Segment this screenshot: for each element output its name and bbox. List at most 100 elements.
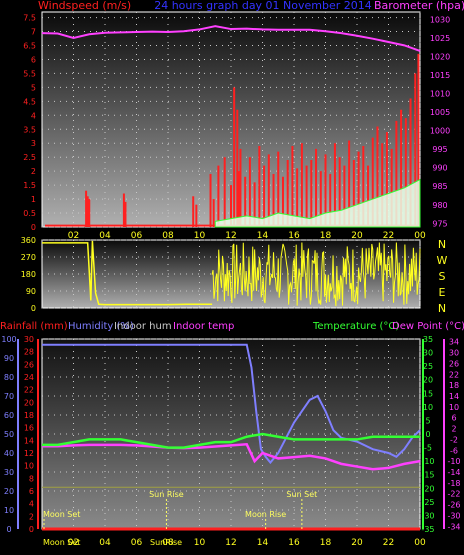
hum-tick-label: 0: [6, 525, 11, 534]
temp-tick-label: 0: [425, 430, 430, 439]
temp-tick-label: -15: [421, 471, 434, 480]
baro-tick-label: 1015: [430, 71, 450, 80]
wind-tick-label: 0.5: [23, 209, 36, 218]
x-tick-label: 02: [68, 231, 79, 241]
bottom-moon-set: Moon Set: [43, 538, 80, 547]
wind-direction-line: [211, 242, 421, 307]
dew-tick-label: 30: [449, 349, 459, 358]
hum-tick-label: 100: [1, 335, 16, 344]
lower-x-tick-label: 14: [257, 538, 269, 548]
x-tick-label: 22: [383, 231, 394, 241]
compass-label: N: [438, 302, 446, 315]
rain-tick-label: 18: [24, 411, 34, 420]
wind-tick-label: 4.5: [23, 97, 36, 106]
lower-x-tick-label: 16: [288, 538, 300, 548]
temp-tick-label: 15: [423, 389, 433, 398]
event-label: Moon Set: [43, 510, 80, 519]
baro-tick-label: 990: [432, 164, 447, 173]
baro-tick-label: 975: [432, 219, 447, 228]
temp-tick-label: -10: [421, 457, 434, 466]
rain-tick-label: 6: [29, 487, 34, 496]
baro-tick-label: 1020: [430, 52, 450, 61]
wind-tick-label: 0: [31, 223, 36, 232]
lower-x-tick-label: 10: [194, 538, 206, 548]
wind-tick-label: 2.5: [23, 153, 36, 162]
dew-tick-label: -30: [447, 511, 460, 520]
x-tick-label: 08: [162, 231, 174, 241]
baro-tick-label: 1005: [430, 108, 450, 117]
dewpoint-label: Dew Point (°C): [392, 321, 464, 332]
temp-tick-label: 35: [423, 335, 433, 344]
lower-x-tick-label: 20: [351, 538, 363, 548]
lower-x-tick-label: 04: [99, 538, 111, 548]
temp-tick-label: 20: [423, 376, 433, 385]
lower-x-tick-label: 18: [320, 538, 332, 548]
dew-tick-label: 26: [449, 359, 459, 368]
rain-tick-label: 26: [24, 360, 34, 369]
temp-tick-label: 10: [423, 403, 433, 412]
wind-average-area: [214, 178, 421, 228]
lower-x-tick-label: 00: [414, 538, 426, 548]
dew-tick-label: 6: [451, 414, 456, 423]
hum-tick-label: 60: [4, 411, 14, 420]
bottom-sun-rise: SunRise: [150, 538, 182, 547]
x-tick-label: 10: [194, 231, 206, 241]
barometer-line: [41, 25, 421, 52]
wind-tick-label: 6: [31, 55, 36, 64]
rain-tick-label: 4: [29, 500, 34, 509]
x-tick-label: 04: [99, 231, 111, 241]
rain-tick-label: 12: [24, 449, 34, 458]
wind-tick-label: 1: [31, 195, 36, 204]
hum-tick-label: 40: [4, 449, 14, 458]
wind-tick-label: 1.5: [23, 181, 36, 190]
dir-tick-label: 0: [31, 304, 36, 313]
temp-tick-label: -25: [421, 498, 434, 507]
x-tick-label: 12: [225, 231, 236, 241]
event-label: Moon Rise: [245, 510, 286, 519]
rainfall-label: Rainfall (mm): [0, 321, 68, 332]
rain-tick-label: 28: [24, 348, 34, 357]
baro-tick-label: 995: [432, 145, 447, 154]
event-label: Sun Set: [286, 490, 317, 499]
dew-tick-label: -34: [447, 522, 460, 531]
compass-label: S: [439, 270, 446, 283]
hum-tick-label: 80: [4, 373, 14, 382]
wind-tick-label: 3.5: [23, 125, 36, 134]
hum-tick-label: 50: [4, 430, 14, 439]
rain-tick-label: 24: [24, 373, 34, 382]
lower-x-tick-label: 12: [225, 538, 236, 548]
temp-tick-label: 30: [423, 349, 433, 358]
wind-tick-label: 5: [31, 83, 36, 92]
wind-tick-label: 2: [31, 167, 36, 176]
wind-tick-label: 4: [31, 111, 36, 120]
lower-plot-bg: [41, 338, 421, 530]
baro-tick-label: 980: [432, 201, 447, 210]
rain-tick-label: 2: [29, 512, 34, 521]
dewpoint-line: [42, 443, 421, 471]
rain-tick-label: 8: [29, 474, 34, 483]
lower-x-tick-label: 08: [162, 538, 174, 548]
dew-tick-label: -10: [447, 457, 460, 466]
baro-tick-label: 1025: [430, 34, 450, 43]
hum-tick-label: 10: [4, 506, 14, 515]
dir-tick-label: 270: [21, 253, 36, 262]
x-tick-label: 00: [414, 231, 426, 241]
x-tick-label: 06: [131, 231, 143, 241]
hum-tick-label: 70: [4, 392, 14, 401]
temp-tick-label: -30: [421, 511, 434, 520]
rain-tick-label: 0: [29, 525, 34, 534]
x-tick-label: 18: [320, 231, 332, 241]
temp-tick-label: 5: [425, 416, 430, 425]
dew-tick-label: 10: [449, 403, 459, 412]
indoor-hum-label: Indoor hum: [114, 321, 172, 332]
dew-tick-label: 18: [449, 381, 459, 390]
baro-tick-label: 1010: [430, 90, 450, 99]
temp-tick-label: 25: [423, 362, 433, 371]
baro-tick-label: 1030: [430, 15, 450, 24]
temp-tick-label: -35: [421, 525, 434, 534]
rain-tick-label: 14: [24, 436, 34, 445]
dir-tick-label: 90: [26, 287, 36, 296]
dew-tick-label: -18: [447, 479, 460, 488]
wind-direction-line-early: [42, 240, 213, 306]
lower-x-tick-label: 06: [131, 538, 143, 548]
